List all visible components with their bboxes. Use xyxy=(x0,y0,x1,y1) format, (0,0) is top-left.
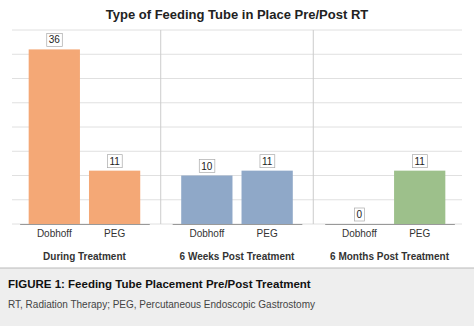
bar xyxy=(394,171,445,224)
bar xyxy=(89,171,140,224)
chart-container: Type of Feeding Tube in Place Pre/Post R… xyxy=(0,0,474,326)
x-axis: Dobhoff PEG xyxy=(173,224,303,239)
x-axis-domain xyxy=(20,224,150,225)
group-label: 6 Months Post Treatment xyxy=(330,251,450,262)
data-label-box xyxy=(199,160,215,173)
bar xyxy=(181,176,232,225)
data-label-text: 10 xyxy=(201,161,213,172)
data-label-box xyxy=(355,208,365,221)
group-label: During Treatment xyxy=(43,251,126,262)
title: Type of Feeding Tube in Place Pre/Post R… xyxy=(106,7,369,22)
data-labels: 36 11 10 11 0 11 xyxy=(47,33,428,221)
group-separator xyxy=(160,30,161,224)
x-tick-label: PEG xyxy=(257,228,278,239)
data-label: 36 xyxy=(47,33,63,46)
x-tick: Dobhoff xyxy=(189,224,224,239)
bar xyxy=(242,171,293,224)
data-label-box xyxy=(107,155,122,168)
group-label: 6 Weeks Post Treatment xyxy=(180,251,296,262)
data-label-box xyxy=(413,155,428,168)
chart: Type of Feeding Tube in Place Pre/Post R… xyxy=(0,0,474,326)
x-tick: PEG xyxy=(409,224,430,239)
grid xyxy=(12,30,462,224)
x-tick-label: Dobhoff xyxy=(342,228,377,239)
data-label-box xyxy=(260,155,275,168)
x-tick: PEG xyxy=(257,224,278,239)
caption-border xyxy=(0,268,474,269)
x-axis-domain xyxy=(325,224,455,225)
x-tick: PEG xyxy=(104,224,125,239)
data-label-text: 0 xyxy=(357,209,363,220)
x-tick-label: Dobhoff xyxy=(37,228,72,239)
caption-area: FIGURE 1: Feeding Tube Placement Pre/Pos… xyxy=(0,268,474,326)
x-tick: Dobhoff xyxy=(37,224,72,239)
data-label: 11 xyxy=(260,155,275,168)
x-axis-domain xyxy=(173,224,303,225)
x-tick: Dobhoff xyxy=(342,224,377,239)
grid-line xyxy=(12,30,462,31)
note: RT, Radiation Therapy; PEG, Percutaneous… xyxy=(8,299,315,310)
data-label: 10 xyxy=(199,160,215,173)
separators xyxy=(161,30,314,224)
data-label: 0 xyxy=(355,208,365,221)
bar xyxy=(29,49,80,224)
caption: FIGURE 1: Feeding Tube Placement Pre/Pos… xyxy=(8,278,311,290)
data-label-text: 36 xyxy=(49,34,61,45)
data-label: 11 xyxy=(413,155,428,168)
caption-background xyxy=(0,268,474,326)
x-tick-label: PEG xyxy=(104,228,125,239)
data-label-text: 11 xyxy=(262,156,273,167)
data-label: 11 xyxy=(107,155,122,168)
data-label-box xyxy=(47,33,63,46)
x-axis: Dobhoff PEG xyxy=(325,224,455,239)
x-axis: Dobhoff PEG xyxy=(20,224,150,239)
x-tick-label: PEG xyxy=(409,228,430,239)
group-separator xyxy=(313,30,314,224)
bars xyxy=(29,49,446,224)
data-label-text: 11 xyxy=(109,156,120,167)
data-label-text: 11 xyxy=(415,156,426,167)
x-tick-label: Dobhoff xyxy=(189,228,224,239)
bar xyxy=(334,224,385,225)
